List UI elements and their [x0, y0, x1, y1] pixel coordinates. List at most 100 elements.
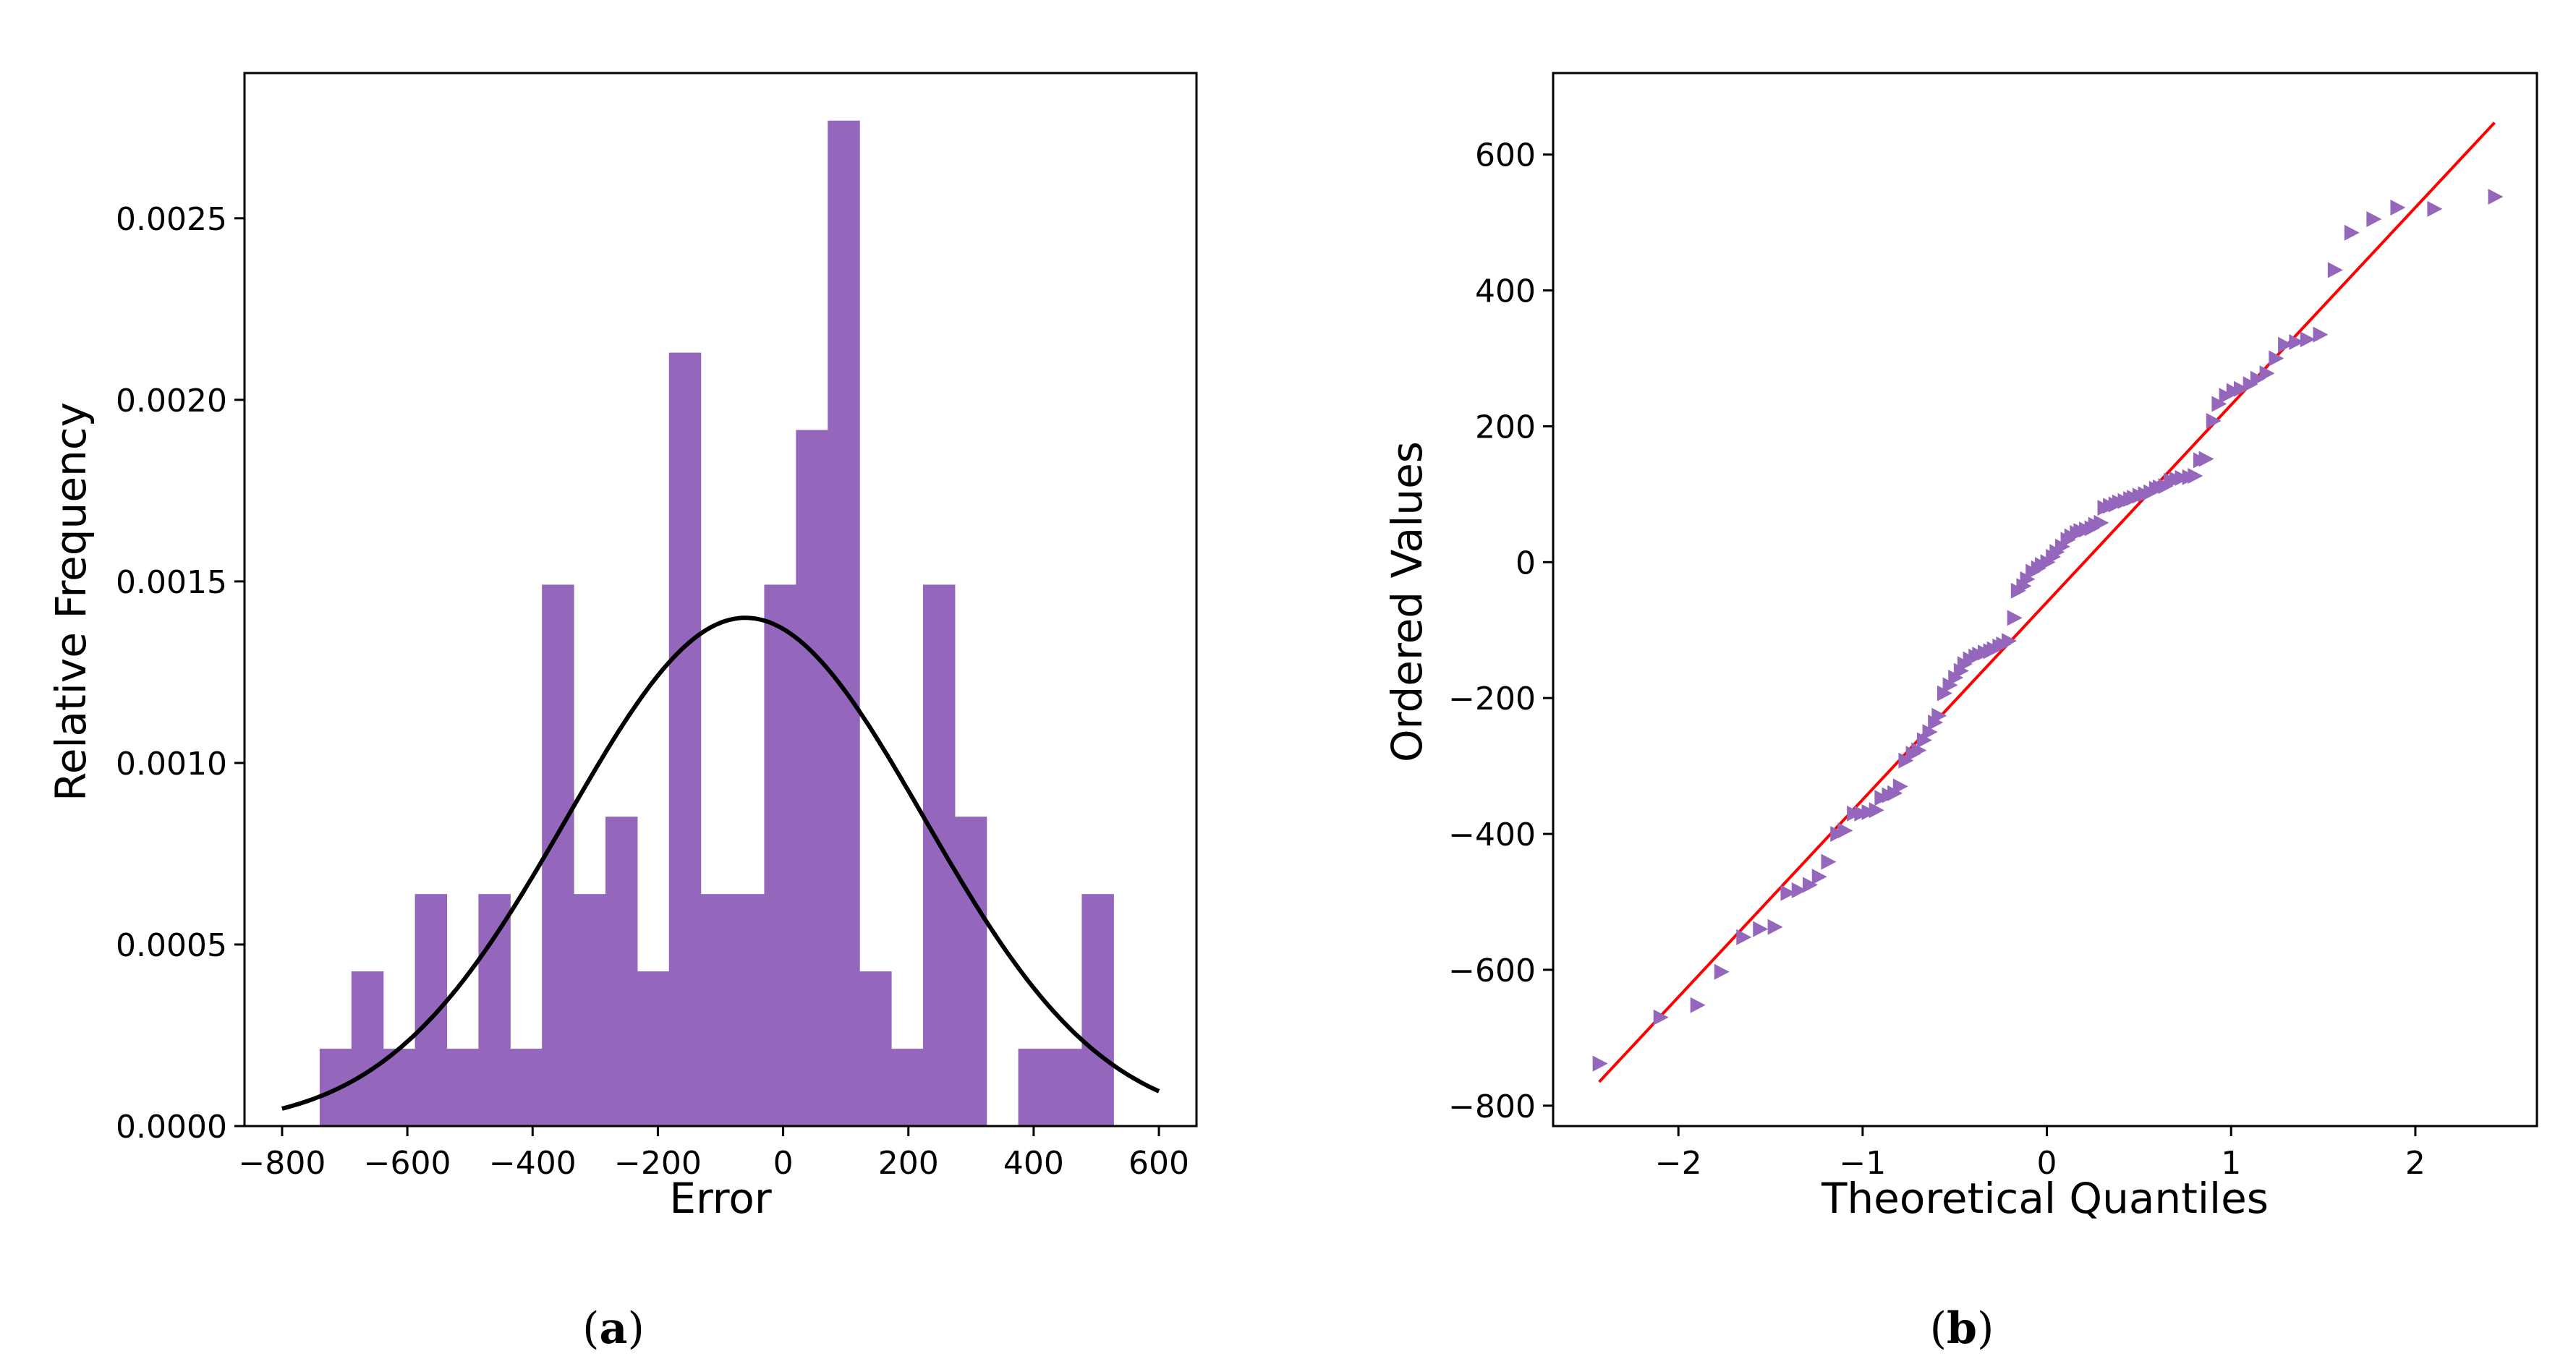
y-tick-label: 600 [1475, 137, 1536, 174]
x-tick-label: 200 [878, 1145, 939, 1182]
normal-fit-curve [281, 615, 1160, 1111]
qq-point [2188, 468, 2203, 485]
y-tick-label: 0.0025 [116, 201, 227, 238]
histogram-bar [954, 817, 987, 1126]
qq-point [2233, 380, 2249, 397]
qq-point [1803, 877, 1819, 893]
qq-point [1937, 685, 1952, 702]
qq-point [2278, 336, 2294, 353]
histogram-bar [415, 894, 448, 1126]
qq-point [2366, 210, 2382, 227]
x-tick-label: −600 [364, 1145, 451, 1182]
histogram-plot-frame [243, 72, 1198, 1128]
panel-a-caption: (a) [582, 1303, 645, 1354]
histogram-y-ticks: 0.0000 0.0005 0.0010 0.0015 0.0020 0.0025 [116, 201, 245, 1146]
x-tick-label: 2 [2405, 1145, 2426, 1182]
y-tick-label: 200 [1475, 409, 1536, 446]
y-tick-label: 0.0000 [116, 1109, 227, 1146]
panel-b-caption-letter: b [1947, 1303, 1977, 1354]
qq-point [2259, 365, 2275, 382]
qq-point [2020, 571, 2036, 587]
qq-point [2093, 514, 2109, 531]
y-tick-label: 0.0010 [116, 746, 227, 783]
qq-point [1780, 885, 1796, 901]
x-tick-label: 1 [2221, 1145, 2241, 1182]
qq-point [2206, 412, 2222, 429]
x-tick-label: 600 [1128, 1145, 1189, 1182]
qq-plot-frame [1552, 72, 2538, 1128]
x-tick-label: 0 [773, 1145, 794, 1182]
x-tick-label: 400 [1003, 1145, 1064, 1182]
qq-point [1811, 869, 1827, 885]
qq-point [2390, 199, 2406, 216]
qq-x-axis-title: Theoretical Quantiles [1821, 1174, 2269, 1223]
qq-reference-line [1598, 122, 2496, 1083]
qq-point [1714, 963, 1730, 980]
qq-y-ticks: −800 −600 −400 −200 0 200 400 600 [1448, 137, 1553, 1125]
qq-x-ticks: −2 −1 0 1 2 [1655, 1126, 2426, 1182]
qq-point [2488, 188, 2504, 205]
qq-point [1916, 732, 1932, 749]
qq-point [2327, 262, 2343, 278]
y-tick-label: −400 [1448, 817, 1536, 853]
qq-point [2300, 331, 2316, 348]
qq-point [2007, 610, 2023, 626]
y-tick-label: 0.0020 [116, 383, 227, 419]
histogram-bar [1018, 1049, 1051, 1126]
histogram-bar [700, 894, 734, 1126]
histogram-bar [351, 971, 384, 1126]
y-tick-label: 400 [1475, 273, 1536, 310]
histogram-bar [859, 971, 892, 1126]
qq-point [1931, 707, 1947, 724]
qq-point [2427, 200, 2443, 217]
qq-point [1791, 882, 1807, 899]
qq-point [1736, 929, 1752, 945]
qq-point [1592, 1055, 1608, 1072]
histogram-bar [796, 430, 828, 1126]
y-tick-label: −600 [1448, 952, 1536, 989]
histogram-bar [1050, 1049, 1082, 1126]
histogram-bar [668, 352, 702, 1126]
qq-point [2313, 326, 2329, 343]
qq-point [2289, 333, 2305, 350]
histogram-x-axis-title: Error [669, 1174, 772, 1223]
panel-b-caption: (b) [1930, 1303, 1994, 1354]
histogram-bar [510, 1049, 543, 1126]
x-tick-label: −800 [239, 1145, 326, 1182]
histogram-bar [478, 894, 511, 1126]
histogram-x-ticks: −800 −600 −400 −200 0 200 400 600 [239, 1126, 1189, 1182]
histogram-bar [446, 1049, 479, 1126]
qq-point [1821, 853, 1837, 870]
x-tick-label: −2 [1655, 1145, 1702, 1182]
qq-point [2250, 370, 2266, 387]
qq-point [2344, 224, 2360, 241]
qq-point [2211, 396, 2227, 412]
y-tick-label: 0 [1516, 545, 1536, 581]
x-tick-label: −200 [614, 1145, 702, 1182]
qq-point [2002, 633, 2018, 649]
histogram-bar [574, 894, 606, 1126]
histogram-y-axis-title: Relative Frequency [46, 402, 95, 801]
y-tick-label: 0.0015 [116, 564, 227, 601]
qq-y-axis-title: Ordered Values [1382, 441, 1432, 762]
qq-point [1942, 677, 1958, 694]
qq-point [1837, 822, 1853, 839]
x-tick-label: −1 [1839, 1145, 1886, 1182]
qq-point [1922, 724, 1938, 741]
qq-point [1653, 1009, 1669, 1026]
qq-point [1690, 997, 1706, 1013]
qq-plot-panel: −2 −1 0 1 2 −800 −600 −400 −200 0 200 400 600 Theor… [1382, 72, 2538, 1354]
qq-point [1892, 778, 1908, 795]
x-tick-label: 0 [2037, 1145, 2057, 1182]
histogram-bar [383, 1049, 416, 1126]
histogram-bar [605, 817, 638, 1126]
panel-a-caption-letter: a [600, 1303, 628, 1354]
histogram-bar [1081, 894, 1114, 1126]
qq-point [2198, 451, 2214, 467]
qq-data-points [1592, 188, 2504, 1072]
y-tick-label: −200 [1448, 681, 1536, 717]
histogram-panel: −800 −600 −400 −200 0 200 400 600 0.00000.00050… [46, 72, 1198, 1354]
qq-point [1753, 921, 1769, 937]
qq-point [1911, 742, 1927, 759]
